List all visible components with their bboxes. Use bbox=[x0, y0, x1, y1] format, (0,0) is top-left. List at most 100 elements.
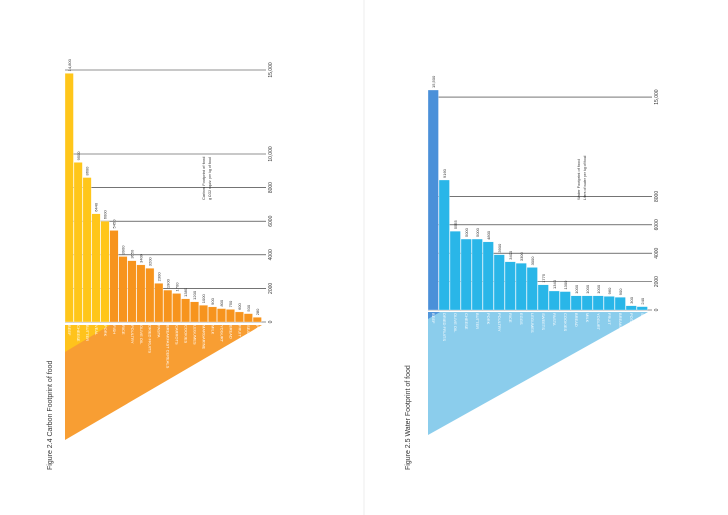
value-label: 3900 bbox=[497, 243, 502, 253]
value-label: 3200 bbox=[147, 257, 152, 267]
bar bbox=[482, 241, 494, 311]
bar bbox=[73, 162, 83, 323]
value-label: 9160 bbox=[442, 168, 447, 178]
y-tick-label: 2000 bbox=[654, 276, 660, 287]
y-tick-label: 10,000 bbox=[268, 146, 274, 162]
category-label: OLIVE OIL bbox=[453, 313, 458, 333]
y-tick-label: 0 bbox=[654, 308, 660, 311]
value-label: 6440 bbox=[94, 202, 99, 212]
y-tick-label: 15,000 bbox=[268, 62, 274, 78]
bar bbox=[570, 295, 582, 311]
value-label: 280 bbox=[255, 308, 260, 315]
value-label: 14,800 bbox=[67, 58, 72, 71]
bar bbox=[118, 256, 128, 323]
bar bbox=[493, 254, 505, 311]
category-label: RICE bbox=[508, 313, 513, 323]
value-label: 3650 bbox=[130, 249, 135, 259]
value-label: 9500 bbox=[76, 151, 81, 161]
value-label: 960 bbox=[607, 287, 612, 294]
category-label: LEGUMES bbox=[530, 313, 535, 333]
legend-title: Carbon Footprint of food bbox=[201, 157, 206, 200]
value-label: 4800 bbox=[486, 230, 491, 240]
category-label: BUTTER bbox=[85, 325, 90, 341]
category-label: PASTA bbox=[157, 325, 162, 338]
bar bbox=[136, 264, 146, 323]
bar bbox=[163, 289, 173, 323]
bar bbox=[592, 295, 604, 311]
category-label: PORK bbox=[486, 313, 491, 325]
value-label: 5000 bbox=[475, 227, 480, 237]
value-label: 240 bbox=[640, 297, 645, 304]
category-label: VEAL bbox=[94, 325, 99, 336]
pyramid-top bbox=[65, 325, 110, 352]
category-label: POULTRY bbox=[130, 325, 135, 344]
bar bbox=[559, 291, 571, 311]
y-tick-label: 8000 bbox=[268, 182, 274, 193]
value-label: 3400 bbox=[138, 253, 143, 263]
legend-subtitle: g CO2 equiv. per kg of food bbox=[208, 157, 212, 200]
value-label: 15,500 bbox=[431, 75, 436, 88]
value-label: 5450 bbox=[112, 219, 117, 229]
bar bbox=[548, 290, 560, 311]
value-label: 1900 bbox=[165, 278, 170, 288]
bar bbox=[537, 284, 549, 311]
value-label: 900 bbox=[210, 297, 215, 304]
pyramid bbox=[65, 325, 262, 440]
category-label: FRUIT bbox=[607, 313, 612, 325]
bar bbox=[208, 306, 217, 323]
bar bbox=[82, 177, 92, 323]
bar bbox=[438, 179, 450, 311]
y-tick-label: 8000 bbox=[654, 191, 660, 202]
value-label: 6000 bbox=[103, 210, 108, 220]
bar bbox=[226, 309, 235, 323]
category-label: SEASONAL VEGETABLES bbox=[640, 313, 645, 362]
category-label: RICE bbox=[121, 325, 126, 335]
category-label: CARROTS bbox=[175, 325, 180, 345]
value-label: 2300 bbox=[156, 272, 161, 282]
category-label: BREAD bbox=[228, 325, 233, 339]
category-label: CHEESE bbox=[464, 313, 469, 330]
bar bbox=[172, 293, 182, 323]
bar bbox=[190, 301, 199, 323]
bar bbox=[449, 231, 461, 311]
value-label: 1300 bbox=[563, 280, 568, 290]
pyramid-top bbox=[428, 312, 440, 319]
value-label: 600 bbox=[237, 302, 242, 309]
category-label: POTATOES bbox=[629, 313, 634, 334]
value-label: 8600 bbox=[85, 166, 90, 176]
category-label: YOGURT bbox=[219, 325, 224, 343]
bar bbox=[154, 283, 164, 323]
bar bbox=[460, 238, 472, 311]
bar bbox=[91, 213, 101, 323]
bar bbox=[217, 308, 226, 323]
bar bbox=[234, 311, 244, 323]
value-label: 1200 bbox=[192, 290, 197, 300]
category-label: BREAKFAST CEREALS bbox=[166, 325, 171, 369]
y-tick-label: 4000 bbox=[654, 247, 660, 258]
category-label: MILK bbox=[210, 325, 215, 335]
bar bbox=[636, 306, 648, 311]
value-label: 5000 bbox=[464, 227, 469, 237]
bar bbox=[603, 296, 615, 311]
bar bbox=[504, 261, 516, 311]
category-label: CHEESE bbox=[76, 325, 81, 342]
category-label: BUTTER bbox=[475, 313, 480, 329]
category-label: PORK bbox=[103, 325, 108, 337]
category-label: BREAD bbox=[574, 313, 579, 327]
value-label: 5555 bbox=[453, 219, 458, 229]
value-label: 800 bbox=[219, 299, 224, 306]
value-label: 300 bbox=[629, 296, 634, 303]
value-label: 1000 bbox=[201, 294, 206, 304]
category-label: COOKIES bbox=[563, 313, 568, 332]
bar bbox=[427, 89, 439, 311]
value-label: 1340 bbox=[552, 279, 557, 289]
y-tick-label: 15,000 bbox=[654, 89, 660, 105]
y-tick-label: 2000 bbox=[268, 283, 274, 294]
bar bbox=[471, 238, 483, 311]
value-label: 1000 bbox=[585, 284, 590, 294]
category-label: BREAKFAST CEREALS bbox=[618, 313, 623, 357]
y-tick-label: 4000 bbox=[268, 249, 274, 260]
bar bbox=[64, 73, 74, 323]
category-label: YOGURT bbox=[596, 313, 601, 331]
